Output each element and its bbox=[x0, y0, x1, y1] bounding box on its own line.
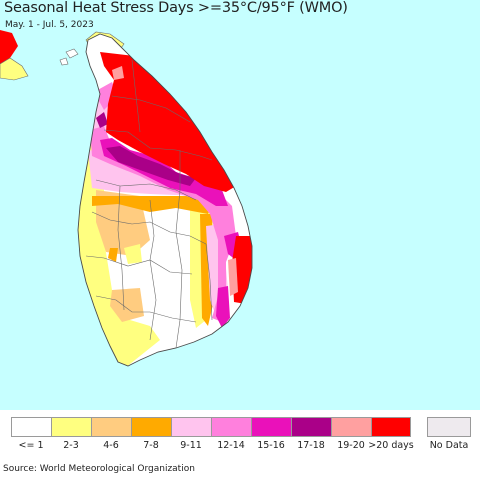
legend-label: 15-16 bbox=[257, 440, 285, 451]
legend-label: No Data bbox=[429, 440, 469, 451]
india-coast-tip bbox=[0, 57, 29, 81]
india-coast-fill bbox=[0, 30, 18, 64]
legend-label: 19-20 bbox=[337, 440, 365, 451]
legend-item: 15-16 bbox=[251, 417, 291, 451]
heat-stress-map bbox=[0, 0, 480, 410]
legend-swatch bbox=[51, 417, 91, 437]
map-canvas bbox=[0, 30, 253, 367]
legend-label: <= 1 bbox=[18, 440, 44, 451]
legend-swatch bbox=[371, 417, 411, 437]
legend-swatch bbox=[427, 417, 471, 437]
legend-swatch bbox=[171, 417, 211, 437]
legend-swatch bbox=[331, 417, 371, 437]
legend-item: 17-18 bbox=[291, 417, 331, 451]
legend-swatch bbox=[251, 417, 291, 437]
legend-item: >20 days bbox=[368, 417, 414, 451]
sri-lanka-outline bbox=[77, 33, 253, 367]
date-range: May. 1 - Jul. 5, 2023 bbox=[5, 20, 94, 30]
northern-islet-2 bbox=[59, 57, 69, 66]
legend-swatch bbox=[11, 417, 51, 437]
legend-item: 12-14 bbox=[211, 417, 251, 451]
legend-no-data: No Data bbox=[427, 417, 471, 451]
legend-label: 12-14 bbox=[217, 440, 245, 451]
legend: <= 1 2-3 4-6 7-8 9-11 12-14 15-16 17-18 … bbox=[11, 417, 473, 457]
source-credit: Source: World Meteorological Organizatio… bbox=[3, 464, 195, 474]
legend-item: 9-11 bbox=[171, 417, 211, 451]
legend-swatch bbox=[131, 417, 171, 437]
legend-item: <= 1 bbox=[11, 417, 51, 451]
legend-label: 9-11 bbox=[180, 440, 202, 451]
admin-boundaries bbox=[85, 59, 213, 349]
legend-swatch bbox=[211, 417, 251, 437]
legend-swatch bbox=[91, 417, 131, 437]
legend-item: 7-8 bbox=[131, 417, 171, 451]
legend-label: 4-6 bbox=[103, 440, 119, 451]
legend-label: 17-18 bbox=[297, 440, 325, 451]
legend-label: 2-3 bbox=[63, 440, 79, 451]
heat-zones bbox=[78, 34, 252, 366]
legend-item: 4-6 bbox=[91, 417, 131, 451]
legend-item: 19-20 bbox=[331, 417, 371, 451]
legend-label: >20 days bbox=[368, 440, 414, 451]
northern-islet-1 bbox=[65, 48, 79, 59]
legend-swatch bbox=[291, 417, 331, 437]
legend-label: 7-8 bbox=[143, 440, 159, 451]
legend-item: 2-3 bbox=[51, 417, 91, 451]
map-title: Seasonal Heat Stress Days >=35°C/95°F (W… bbox=[4, 0, 348, 16]
